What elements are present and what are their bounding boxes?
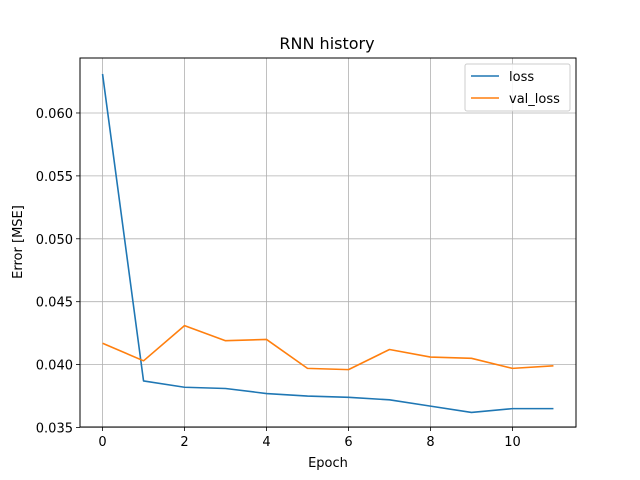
legend-label: loss	[509, 70, 534, 85]
chart-title: RNN history	[279, 34, 374, 53]
y-tick-label: 0.060	[36, 107, 73, 122]
x-tick-label: 0	[98, 435, 106, 450]
y-tick-label: 0.050	[36, 233, 73, 248]
legend: loss val_loss	[464, 63, 571, 112]
x-tick-label: 10	[504, 435, 521, 450]
legend-label: val_loss	[509, 92, 560, 107]
plot-frame	[79, 57, 577, 428]
series-layer	[101, 73, 554, 414]
x-tick-label: 4	[262, 435, 270, 450]
y-axis: 0.035 0.040 0.045 0.050 0.055 0.060	[36, 107, 80, 437]
y-tick-label: 0.040	[36, 359, 73, 374]
x-tick-label: 6	[344, 435, 352, 450]
y-tick-label: 0.035	[36, 422, 73, 437]
y-axis-title: Error [MSE]	[11, 205, 26, 279]
y-tick-label: 0.045	[36, 296, 73, 311]
series-line-val-loss	[102, 324, 554, 371]
grid-lines	[80, 58, 576, 428]
x-tick-label: 8	[426, 435, 434, 450]
x-axis: 0 2 4 6 8 10	[98, 427, 521, 450]
y-tick-label: 0.055	[36, 170, 73, 185]
x-tick-label: 2	[180, 435, 188, 450]
x-axis-title: Epoch	[308, 456, 348, 471]
series-line-loss	[101, 73, 554, 414]
